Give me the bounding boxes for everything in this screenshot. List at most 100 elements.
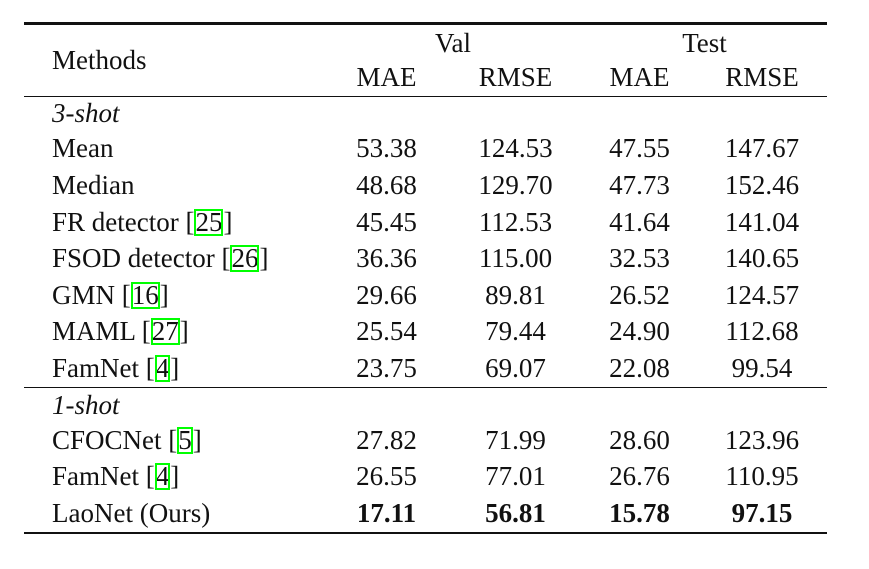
method-name: FSOD detector [26] bbox=[24, 240, 324, 277]
citation-link[interactable]: 4 bbox=[154, 353, 171, 384]
method-name: FamNet [4] bbox=[24, 350, 324, 387]
value-cell: 124.57 bbox=[724, 279, 800, 310]
value-cell: 147.67 bbox=[724, 133, 800, 164]
method-name: CFOCNet [5] bbox=[24, 422, 324, 459]
table-row: FamNet [4] 26.55 77.01 26.76 110.95 bbox=[24, 459, 827, 496]
value-cell: 129.70 bbox=[478, 170, 553, 201]
section-label: 3-shot bbox=[52, 98, 120, 129]
value-cell: 77.01 bbox=[485, 461, 546, 492]
results-table-body: Methods Val Test MAE RMSE MAE RMSE bbox=[24, 25, 827, 96]
bottom-rule bbox=[24, 531, 827, 535]
table-row: FR detector [25] 45.45 112.53 41.64 141.04 bbox=[24, 204, 827, 241]
value-cell: 112.53 bbox=[478, 206, 553, 237]
section-3-shot: 3-shot Mean 53.38 124.53 47.55 147.67 Median 48… bbox=[24, 97, 827, 387]
val-group-header: Val bbox=[435, 27, 471, 58]
value-cell: 140.65 bbox=[724, 243, 800, 274]
value-cell: 48.68 bbox=[356, 170, 417, 201]
value-cell: 27.82 bbox=[356, 424, 417, 455]
value-cell: 112.68 bbox=[725, 316, 799, 347]
value-cell: 26.76 bbox=[609, 461, 670, 492]
method-name: FR detector [25] bbox=[24, 204, 324, 241]
method-label: Mean bbox=[52, 133, 114, 164]
table-row: FamNet [4] 23.75 69.07 22.08 99.54 bbox=[24, 350, 827, 387]
value-cell: 26.55 bbox=[356, 461, 417, 492]
value-cell: 36.36 bbox=[356, 243, 417, 274]
citation-link[interactable]: 4 bbox=[154, 461, 171, 492]
citation-link[interactable]: 5 bbox=[177, 424, 193, 455]
citation-link[interactable]: 26 bbox=[230, 243, 260, 274]
citation-close-bracket: ] bbox=[192, 424, 202, 455]
value-cell: 28.60 bbox=[609, 424, 670, 455]
value-cell: 47.55 bbox=[609, 133, 670, 164]
col-header-test-mae: MAE bbox=[609, 61, 670, 92]
methods-header: Methods bbox=[52, 44, 147, 75]
citation-close-bracket: ] bbox=[170, 353, 180, 384]
method-label: MAML [ bbox=[52, 316, 151, 347]
value-cell: 115.00 bbox=[478, 243, 553, 274]
top-rule bbox=[24, 22, 827, 25]
section-table: 3-shot Mean 53.38 124.53 47.55 147.67 Median 48… bbox=[24, 97, 827, 387]
method-name: FamNet [4] bbox=[24, 459, 324, 496]
table-row: CFOCNet [5] 27.82 71.99 28.60 123.96 bbox=[24, 422, 827, 459]
section-table: 1-shot CFOCNet [5] 27.82 71.99 28.60 123.96 Fa… bbox=[24, 388, 827, 532]
header-rule bbox=[24, 95, 827, 97]
method-label: GMN [ bbox=[52, 279, 131, 310]
table-row: GMN [16] 29.66 89.81 26.52 124.57 bbox=[24, 277, 827, 314]
value-cell: 110.95 bbox=[725, 461, 799, 492]
value-cell: 24.90 bbox=[609, 316, 670, 347]
method-label: FamNet [ bbox=[52, 461, 155, 492]
test-group-header: Test bbox=[682, 27, 727, 58]
method-label: LaoNet (Ours) bbox=[52, 498, 211, 529]
value-cell: 89.81 bbox=[485, 279, 546, 310]
section-rule bbox=[24, 386, 827, 389]
citation-close-bracket: ] bbox=[159, 279, 169, 310]
value-cell: 17.11 bbox=[356, 498, 417, 529]
col-header-val-mae: MAE bbox=[356, 61, 417, 92]
value-cell: 41.64 bbox=[609, 206, 670, 237]
value-cell: 79.44 bbox=[485, 316, 546, 347]
value-cell: 53.38 bbox=[356, 133, 417, 164]
value-cell: 29.66 bbox=[356, 279, 417, 310]
value-cell: 25.54 bbox=[356, 316, 417, 347]
value-cell: 124.53 bbox=[478, 133, 553, 164]
section-label: 1-shot bbox=[52, 389, 120, 420]
value-cell: 99.54 bbox=[731, 353, 793, 384]
value-cell: 152.46 bbox=[724, 170, 800, 201]
value-cell: 22.08 bbox=[609, 353, 670, 384]
value-cell: 32.53 bbox=[609, 243, 670, 274]
col-header-val-rmse: RMSE bbox=[478, 61, 553, 92]
method-name: GMN [16] bbox=[24, 277, 324, 314]
method-name: Mean bbox=[24, 131, 324, 168]
value-cell: 71.99 bbox=[485, 424, 546, 455]
value-cell: 26.52 bbox=[609, 279, 670, 310]
value-cell: 47.73 bbox=[609, 170, 670, 201]
method-label: FSOD detector [ bbox=[52, 243, 231, 274]
value-cell: 56.81 bbox=[485, 498, 546, 529]
citation-close-bracket: ] bbox=[170, 461, 180, 492]
value-cell: 123.96 bbox=[724, 424, 800, 455]
col-header-test-rmse: RMSE bbox=[725, 61, 799, 92]
method-label: CFOCNet [ bbox=[52, 424, 178, 455]
results-table: Methods Val Test MAE RMSE MAE RMSE 3-sho… bbox=[24, 22, 827, 535]
citation-link[interactable]: 16 bbox=[130, 279, 160, 310]
section-1-shot: 1-shot CFOCNet [5] 27.82 71.99 28.60 123.96 Fa… bbox=[24, 388, 827, 532]
value-cell: 45.45 bbox=[356, 206, 417, 237]
table-row: Median 48.68 129.70 47.73 152.46 bbox=[24, 167, 827, 204]
citation-close-bracket: ] bbox=[179, 316, 189, 347]
value-cell: 15.78 bbox=[609, 498, 670, 529]
method-label: FR detector [ bbox=[52, 206, 195, 237]
value-cell: 69.07 bbox=[485, 353, 546, 384]
method-name: MAML [27] bbox=[24, 314, 324, 351]
citation-link[interactable]: 27 bbox=[150, 316, 180, 347]
citation-close-bracket: ] bbox=[259, 243, 269, 274]
method-label: Median bbox=[52, 170, 135, 201]
citation-link[interactable]: 25 bbox=[194, 206, 224, 237]
value-cell: 23.75 bbox=[356, 353, 417, 384]
method-name: Median bbox=[24, 167, 324, 204]
method-label: FamNet [ bbox=[52, 353, 155, 384]
value-cell: 141.04 bbox=[724, 206, 800, 237]
table-row: Mean 53.38 124.53 47.55 147.67 bbox=[24, 131, 827, 168]
value-cell: 97.15 bbox=[731, 498, 793, 529]
table-row: FSOD detector [26] 36.36 115.00 32.53 140.65 bbox=[24, 240, 827, 277]
method-name: LaoNet (Ours) bbox=[24, 495, 324, 532]
